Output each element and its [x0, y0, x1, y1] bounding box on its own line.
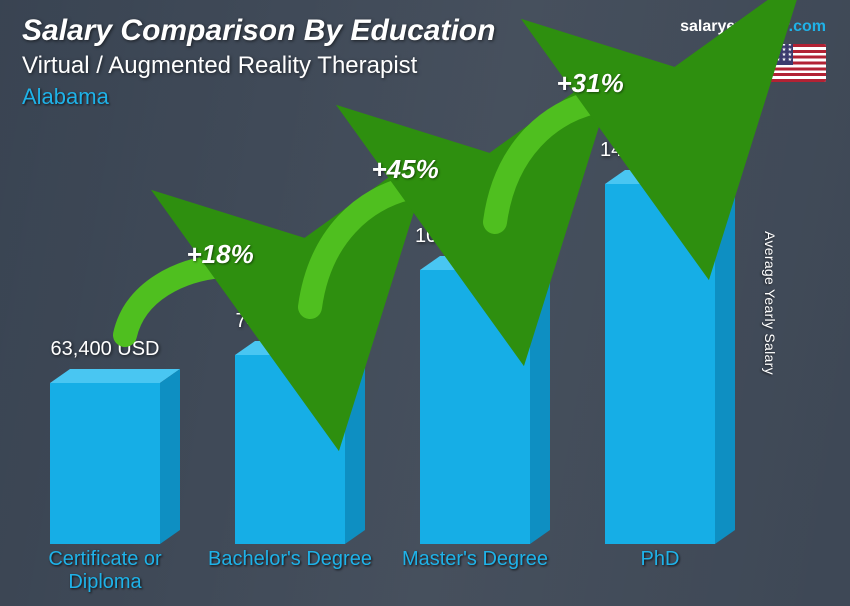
page-title: Salary Comparison By Education [22, 14, 495, 48]
x-axis-label: Bachelor's Degree [200, 548, 380, 571]
brand-word: salaryexplorer [680, 18, 789, 35]
bar-3d [235, 341, 365, 544]
x-axis-label: Master's Degree [385, 548, 565, 571]
bar-group [605, 170, 735, 544]
value-label: 63,400 USD [15, 338, 195, 361]
header: Salary Comparison By Education Virtual /… [22, 14, 495, 110]
bar-3d [420, 256, 550, 544]
job-title: Virtual / Augmented Reality Therapist [22, 52, 495, 80]
location: Alabama [22, 84, 495, 110]
brand-name: salaryexplorer.com [680, 18, 826, 36]
value-label: 74,600 USD [200, 310, 380, 333]
x-axis-labels: Certificate or DiplomaBachelor's DegreeM… [50, 548, 790, 600]
bar-3d [605, 170, 735, 544]
bar-group [50, 369, 180, 544]
bar-3d [50, 369, 180, 544]
increase-label: +45% [372, 154, 439, 185]
brand: salaryexplorer.com [680, 18, 826, 87]
bar-group [420, 256, 550, 544]
flag-icon [768, 44, 826, 82]
brand-suffix: .com [789, 18, 826, 35]
bar-group [235, 341, 365, 544]
x-axis-label: PhD [570, 548, 750, 571]
value-label: 108,000 USD [385, 225, 565, 248]
x-axis-label: Certificate or Diploma [15, 548, 195, 594]
increase-label: +18% [187, 239, 254, 270]
increase-label: +31% [557, 68, 624, 99]
bar-chart: 63,400 USD74,600 USD108,000 USD142,000 U… [50, 180, 790, 544]
value-label: 142,000 USD [570, 139, 750, 162]
